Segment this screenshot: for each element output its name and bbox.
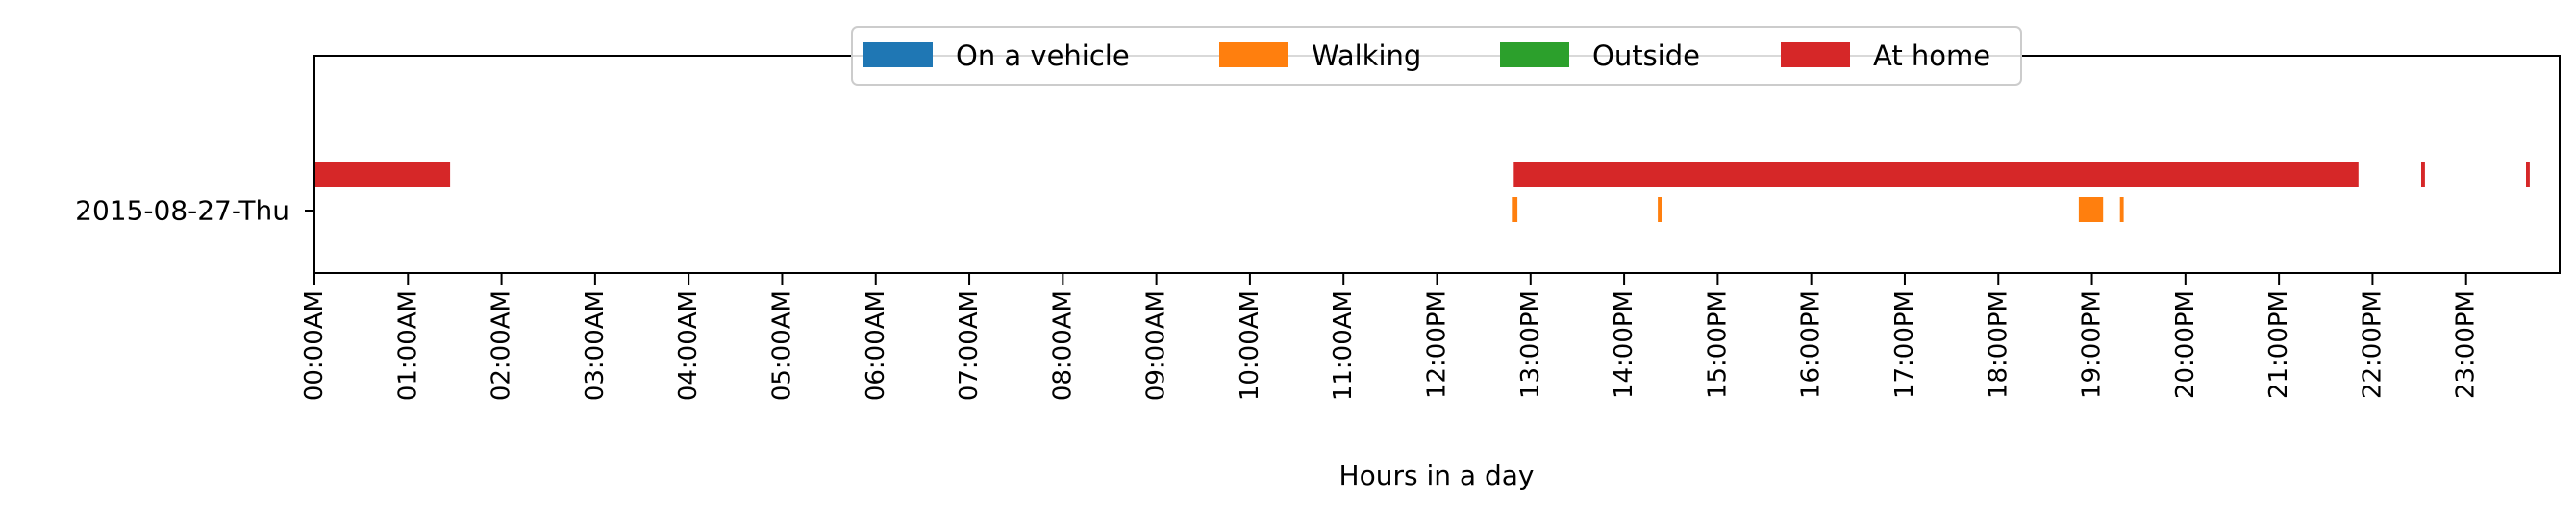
x-ticks: 00:00AM 01:00AM 02:00AM 03:00AM 04:00AM 05:00… [300, 273, 2481, 401]
legend-label-walking: Walking [1312, 39, 1421, 72]
legend-label-outside: Outside [1592, 39, 1700, 72]
x-tick-label: 23:00PM [2452, 290, 2481, 399]
x-tick-label: 18:00PM [1984, 290, 2013, 399]
x-tick-label: 05:00AM [768, 290, 797, 401]
x-tick-label: 07:00AM [955, 290, 984, 401]
bars-layer [314, 162, 2530, 222]
bar-walking-1 [1658, 197, 1662, 222]
x-tick-label: 19:00PM [2078, 290, 2107, 399]
x-tick-label: 20:00PM [2171, 290, 2200, 399]
x-tick-label: 22:00PM [2358, 290, 2387, 399]
legend-label-on-a-vehicle: On a vehicle [956, 39, 1130, 72]
x-tick-label: 06:00AM [862, 290, 890, 401]
x-tick-label: 04:00AM [674, 290, 703, 401]
x-tick-label: 09:00AM [1142, 290, 1171, 401]
bar-at-home-1 [1513, 162, 2359, 187]
legend-swatch-outside [1500, 42, 1569, 67]
x-axis-label: Hours in a day [1339, 460, 1535, 491]
legend-swatch-on-a-vehicle [863, 42, 933, 67]
x-tick-label: 10:00AM [1236, 290, 1264, 401]
bar-walking-0 [1512, 197, 1518, 222]
y-tick-label: 2015-08-27-Thu [75, 195, 289, 227]
legend-swatch-at-home [1781, 42, 1850, 67]
x-tick-label: 17:00PM [1890, 290, 1919, 399]
x-tick-label: 00:00AM [300, 290, 329, 401]
bar-walking-3 [2119, 197, 2124, 222]
x-tick-label: 12:00PM [1423, 290, 1452, 399]
x-tick-label: 14:00PM [1610, 290, 1638, 399]
bar-at-home-3 [2526, 162, 2530, 187]
legend-label-at-home: At home [1873, 39, 1990, 72]
x-tick-label: 03:00AM [581, 290, 610, 401]
x-tick-label: 11:00AM [1329, 290, 1358, 401]
bar-at-home-2 [2421, 162, 2425, 187]
bar-walking-2 [2078, 197, 2104, 222]
legend: On a vehicle Walking Outside At home [851, 26, 2022, 86]
x-tick-label: 13:00PM [1516, 290, 1545, 399]
x-tick-label: 15:00PM [1703, 290, 1732, 399]
legend-box [851, 26, 2022, 86]
legend-swatch-walking [1219, 42, 1288, 67]
x-tick-label: 16:00PM [1797, 290, 1826, 399]
y-tick: 2015-08-27-Thu [75, 195, 314, 227]
x-tick-label: 08:00AM [1048, 290, 1077, 401]
bar-at-home-0 [314, 162, 451, 187]
x-tick-label: 01:00AM [393, 290, 422, 401]
x-tick-label: 21:00PM [2264, 290, 2293, 399]
x-tick-label: 02:00AM [488, 290, 516, 401]
